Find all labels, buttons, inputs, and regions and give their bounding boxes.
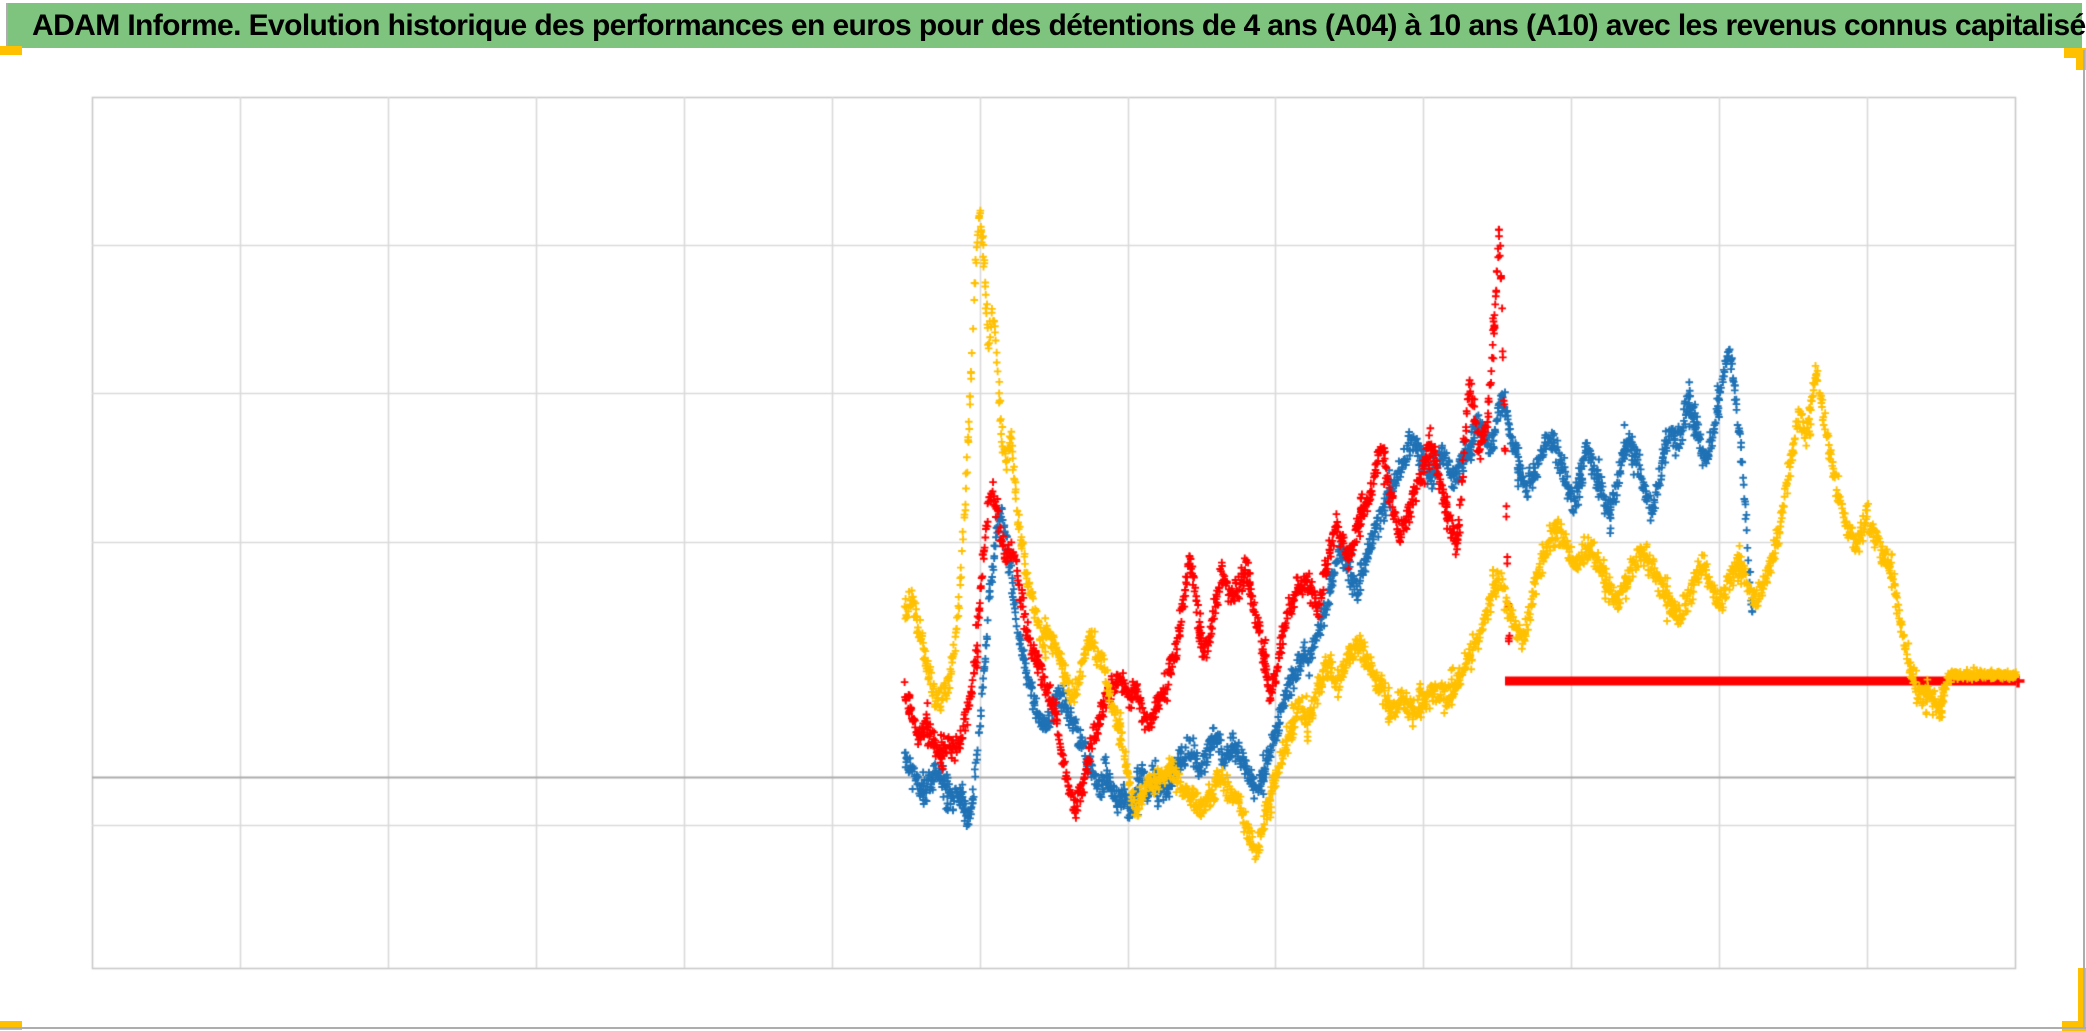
window-frame-bottom-line: [0, 1027, 2086, 1029]
selection-handle-bottom-right[interactable]: [2062, 1021, 2086, 1031]
selection-handle-top-right[interactable]: [2064, 48, 2086, 58]
selection-handle-bottom-right-stub[interactable]: [2078, 968, 2086, 1031]
selection-handle-top-right-stub[interactable]: [2076, 48, 2086, 70]
chart-title: ADAM Informe. Evolution historique des p…: [32, 8, 2086, 42]
chart-title-bar: ADAM Informe. Evolution historique des p…: [6, 3, 2086, 48]
selection-handle-top-left[interactable]: [0, 46, 22, 55]
selection-handle-bottom-left[interactable]: [0, 1021, 22, 1030]
window-frame-right-line: [2083, 50, 2085, 1029]
